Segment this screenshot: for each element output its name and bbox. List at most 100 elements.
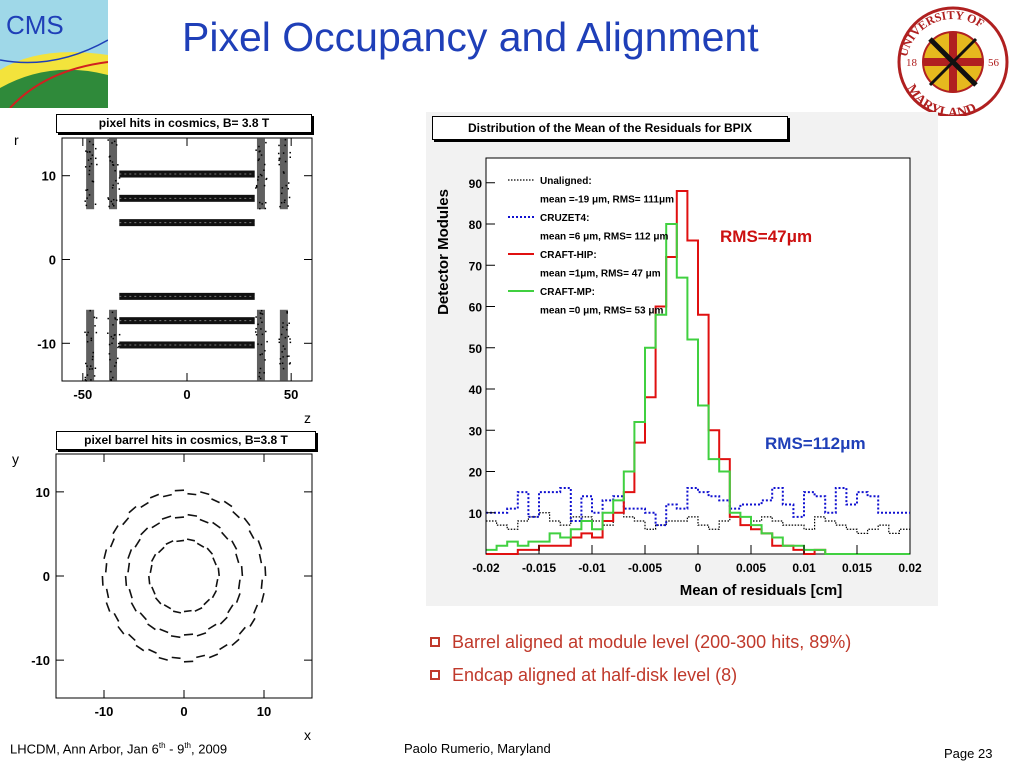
bullet-list: Barrel aligned at module level (200-300 … bbox=[430, 628, 851, 694]
barrel-ladder-segment bbox=[113, 613, 120, 622]
endcap-hit-dot bbox=[281, 187, 284, 189]
cms-logo-text: CMS bbox=[6, 10, 64, 40]
endcap-hit-dot bbox=[117, 342, 120, 345]
checkbox-bullet-icon bbox=[430, 670, 440, 680]
barrel-ladder-segment bbox=[260, 579, 264, 589]
barrel-ladder-segment bbox=[238, 626, 246, 635]
barrel-ladder-segment bbox=[112, 525, 119, 535]
endcap-hit-dot bbox=[258, 158, 260, 160]
res-xtick-label: 0 bbox=[695, 561, 702, 575]
endcap-hit-dot bbox=[107, 317, 109, 320]
rz-xtick-label: 0 bbox=[183, 387, 190, 402]
rz-xlabel: z bbox=[304, 410, 311, 426]
endcap-hit-dot bbox=[86, 340, 89, 343]
endcap-hit-dot bbox=[112, 204, 115, 207]
endcap-hit-dot bbox=[110, 379, 112, 381]
footer-page: Page 23 bbox=[944, 746, 993, 761]
endcap-hit-dot bbox=[260, 328, 262, 330]
endcap-hit-dot bbox=[261, 321, 263, 324]
endcap-hit-dot bbox=[112, 198, 115, 201]
barrel-ladder-segment bbox=[212, 521, 221, 529]
res-ylabel: Detector Modules bbox=[435, 189, 452, 315]
endcap-disk-band bbox=[109, 309, 118, 381]
res-xtick-label: -0.01 bbox=[578, 561, 606, 575]
endcap-hit-dot bbox=[111, 311, 114, 314]
legend-series-name: CRAFT-HIP: bbox=[540, 250, 597, 261]
res-ytick-label: 20 bbox=[469, 466, 483, 480]
endcap-hit-dot bbox=[111, 342, 113, 345]
endcap-hit-dot bbox=[263, 163, 266, 166]
endcap-hit-dot bbox=[117, 182, 119, 185]
endcap-hit-dot bbox=[284, 138, 287, 141]
footer-sup-2: th bbox=[184, 741, 191, 750]
endcap-hit-dot bbox=[112, 376, 114, 379]
endcap-hit-dot bbox=[112, 324, 114, 326]
endcap-hit-dot bbox=[278, 159, 280, 162]
xy-xtick-label: 10 bbox=[257, 704, 271, 719]
endcap-hit-dot bbox=[87, 331, 89, 334]
endcap-hit-dot bbox=[265, 141, 267, 144]
barrel-ladder-segment bbox=[219, 644, 228, 651]
endcap-hit-dot bbox=[278, 341, 281, 344]
barrel-ladder-segment bbox=[158, 656, 168, 661]
endcap-hit-dot bbox=[86, 151, 89, 153]
barrel-ladder-segment bbox=[208, 653, 219, 659]
endcap-hit-dot bbox=[288, 363, 291, 365]
bullet-item: Endcap aligned at half-disk level (8) bbox=[430, 661, 851, 689]
endcap-hit-dot bbox=[263, 372, 265, 374]
barrel-ladder-segment bbox=[257, 540, 263, 550]
barrel-ladder-segment bbox=[196, 654, 206, 659]
xy-xlabel: x bbox=[304, 727, 311, 743]
endcap-hit-dot bbox=[259, 317, 262, 319]
res-xtick-label: 0.01 bbox=[792, 561, 816, 575]
barrel-ladder-segment bbox=[183, 609, 192, 613]
endcap-hit-dot bbox=[111, 142, 113, 144]
endcap-hit-dot bbox=[110, 335, 113, 338]
endcap-hit-dot bbox=[282, 171, 285, 173]
endcap-hit-dot bbox=[255, 187, 257, 189]
barrel-ladder-segment bbox=[231, 540, 238, 550]
barrel-ladder-segment bbox=[122, 517, 130, 526]
barrel-ladder-segment bbox=[212, 557, 217, 566]
endcap-hit-dot bbox=[288, 355, 290, 357]
endcap-hit-dot bbox=[287, 187, 289, 190]
barrel-ladder-segment bbox=[128, 505, 137, 514]
endcap-hit-dot bbox=[96, 163, 98, 166]
endcap-hit-dot bbox=[89, 368, 91, 370]
endcap-hit-dot bbox=[264, 349, 266, 352]
xy-plot-frame bbox=[55, 453, 313, 699]
barrel-ladder-segment bbox=[140, 501, 149, 508]
endcap-hit-dot bbox=[85, 150, 87, 152]
umd-year-left: 18 bbox=[906, 57, 918, 69]
endcap-hit-dot bbox=[109, 358, 111, 361]
bullet-text: Barrel aligned at module level (200-300 … bbox=[452, 631, 852, 652]
barrel-ladder-segment bbox=[200, 491, 210, 496]
barrel-ladder-segment bbox=[139, 612, 147, 621]
barrel-ladder-segment bbox=[235, 553, 240, 564]
endcap-hit-dot bbox=[88, 173, 91, 176]
xy-ytick-label: 0 bbox=[43, 569, 50, 584]
barrel-ladder-segment bbox=[187, 492, 197, 496]
legend-series-detail: mean =0 μm, RMS= 53 μm bbox=[540, 306, 664, 317]
residuals-chart: Distribution of the Mean of the Residual… bbox=[426, 112, 938, 606]
xy-ytick-label: -10 bbox=[31, 653, 50, 668]
endcap-hit-dot bbox=[279, 362, 281, 365]
rz-chart-title: pixel hits in cosmics, B= 3.8 T bbox=[56, 114, 312, 133]
endcap-hit-dot bbox=[257, 159, 260, 162]
barrel-ladder-segment bbox=[253, 604, 259, 614]
barrel-ladder-segment bbox=[231, 638, 240, 647]
res-xtick-label: 0.015 bbox=[842, 561, 872, 575]
barrel-ladder-segment bbox=[183, 633, 194, 636]
endcap-hit-dot bbox=[263, 184, 266, 187]
endcap-hit-dot bbox=[258, 145, 260, 148]
barrel-ladder-segment bbox=[183, 660, 194, 663]
endcap-hit-dot bbox=[88, 165, 91, 168]
barrel-layer-band bbox=[119, 194, 255, 202]
rms-annotation-hip: RMS=47μm bbox=[720, 227, 812, 246]
footer-year: , 2009 bbox=[191, 741, 228, 757]
legend-series-name: CRAFT-MP: bbox=[540, 287, 595, 298]
endcap-hit-dot bbox=[279, 205, 281, 208]
barrel-ladder-segment bbox=[264, 566, 267, 577]
barrel-ladder-segment bbox=[127, 549, 133, 559]
